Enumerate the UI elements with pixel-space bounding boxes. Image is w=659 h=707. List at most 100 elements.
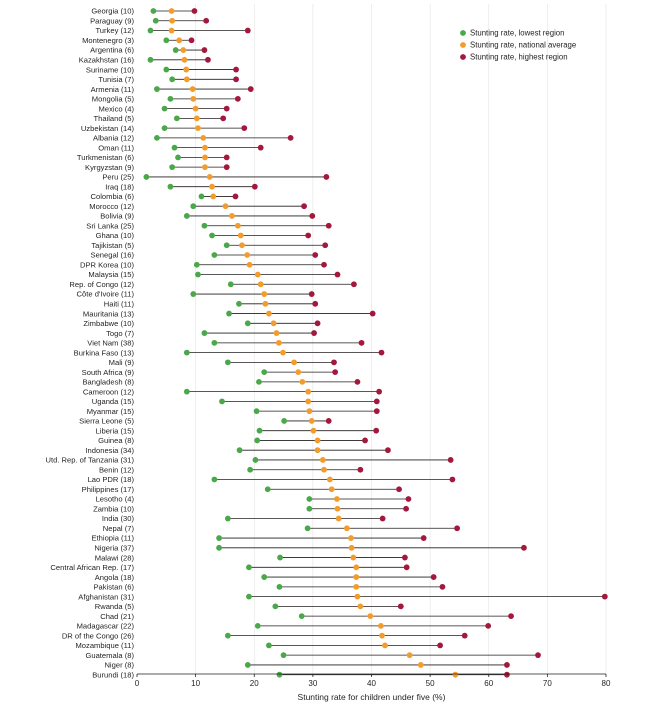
gridlines — [195, 4, 607, 674]
point-national-average — [169, 17, 176, 24]
category-label: Kyrgyzstan (9) — [85, 163, 134, 172]
point-highest-region — [244, 27, 251, 34]
point-national-average — [280, 349, 286, 356]
category-label: Afghanistan (31) — [78, 592, 134, 601]
point-lowest-region — [169, 76, 176, 83]
point-lowest-region — [161, 105, 168, 112]
point-lowest-region — [211, 476, 218, 483]
category-label: Togo (7) — [106, 329, 134, 338]
point-national-average — [190, 95, 197, 102]
point-national-average — [348, 544, 355, 551]
point-lowest-region — [172, 47, 179, 53]
point-national-average — [181, 56, 188, 63]
category-label: Mali (9) — [109, 358, 135, 367]
category-label: Iraq (18) — [105, 182, 134, 191]
point-highest-region — [188, 37, 195, 44]
point-lowest-region — [264, 486, 271, 493]
point-lowest-region — [190, 203, 197, 210]
category-label: Ethiopia (11) — [92, 534, 135, 543]
point-lowest-region — [167, 95, 174, 102]
point-lowest-region — [280, 652, 287, 659]
point-highest-region — [351, 281, 357, 288]
category-label: Côte d'Ivoire (11) — [77, 290, 135, 299]
point-highest-region — [312, 252, 319, 258]
point-highest-region — [369, 310, 376, 317]
category-label: DPR Korea (10) — [80, 260, 134, 269]
point-highest-region — [485, 622, 492, 629]
point-national-average — [328, 486, 335, 493]
x-tick-label: 70 — [543, 679, 552, 688]
point-lowest-region — [261, 369, 268, 376]
point-lowest-region — [223, 242, 230, 249]
point-highest-region — [373, 408, 380, 415]
category-label: Burkina Faso (13) — [74, 348, 135, 357]
point-national-average — [244, 252, 251, 258]
point-highest-region — [508, 613, 514, 620]
point-national-average — [326, 476, 333, 483]
point-national-average — [348, 535, 354, 541]
point-national-average — [195, 125, 201, 132]
point-national-average — [239, 242, 245, 249]
category-label: Viet Nam (38) — [87, 339, 134, 348]
point-highest-region — [405, 496, 412, 502]
point-national-average — [257, 281, 264, 288]
category-label: DR of the Congo (26) — [62, 631, 135, 640]
category-label: Malaysia (15) — [88, 270, 134, 279]
point-lowest-region — [306, 496, 313, 502]
category-label: Cameroon (12) — [83, 387, 135, 396]
point-lowest-region — [211, 339, 218, 346]
point-national-average — [305, 398, 312, 405]
point-highest-region — [191, 8, 198, 14]
category-label: Mozambique (11) — [75, 641, 134, 650]
point-highest-region — [385, 447, 391, 454]
point-lowest-region — [183, 349, 190, 356]
point-highest-region — [403, 564, 410, 571]
point-lowest-region — [253, 408, 260, 415]
category-label: Rwanda (5) — [95, 602, 135, 611]
point-highest-region — [439, 583, 446, 590]
category-label: Tajikistan (5) — [91, 241, 134, 250]
category-label: Utd. Rep. of Tanzania (31) — [45, 456, 134, 465]
x-tick-label: 80 — [602, 679, 611, 688]
point-national-average — [254, 271, 261, 278]
point-lowest-region — [276, 671, 283, 678]
point-lowest-region — [175, 154, 181, 161]
point-national-average — [335, 515, 342, 522]
point-lowest-region — [216, 544, 222, 551]
point-national-average — [452, 671, 459, 678]
point-lowest-region — [150, 8, 157, 14]
point-highest-region — [205, 56, 211, 63]
point-lowest-region — [211, 252, 218, 258]
point-lowest-region — [163, 66, 170, 73]
point-national-average — [354, 593, 361, 600]
point-highest-region — [233, 66, 239, 73]
point-national-average — [305, 388, 312, 395]
point-highest-region — [447, 457, 454, 463]
point-highest-region — [325, 418, 332, 424]
point-national-average — [183, 76, 190, 83]
point-lowest-region — [154, 134, 160, 141]
point-highest-region — [311, 330, 317, 336]
point-lowest-region — [244, 320, 251, 327]
x-tick-label: 50 — [426, 679, 435, 688]
point-lowest-region — [219, 398, 225, 405]
point-highest-region — [397, 603, 404, 610]
point-lowest-region — [173, 115, 180, 122]
point-lowest-region — [298, 613, 305, 620]
point-lowest-region — [209, 232, 215, 239]
point-national-average — [168, 8, 175, 14]
category-label: Ghana (10) — [96, 231, 135, 240]
point-lowest-region — [224, 359, 231, 366]
category-label: Sri Lanka (25) — [86, 221, 134, 230]
point-highest-region — [396, 486, 402, 493]
point-national-average — [291, 359, 298, 366]
point-national-average — [382, 642, 388, 649]
point-highest-region — [203, 17, 210, 24]
category-label: Oman (11) — [98, 143, 134, 152]
point-national-average — [270, 320, 277, 327]
point-lowest-region — [272, 603, 279, 610]
category-label: Armenia (11) — [91, 85, 135, 94]
point-highest-region — [309, 213, 316, 219]
point-highest-region — [332, 369, 339, 376]
point-national-average — [206, 174, 213, 180]
